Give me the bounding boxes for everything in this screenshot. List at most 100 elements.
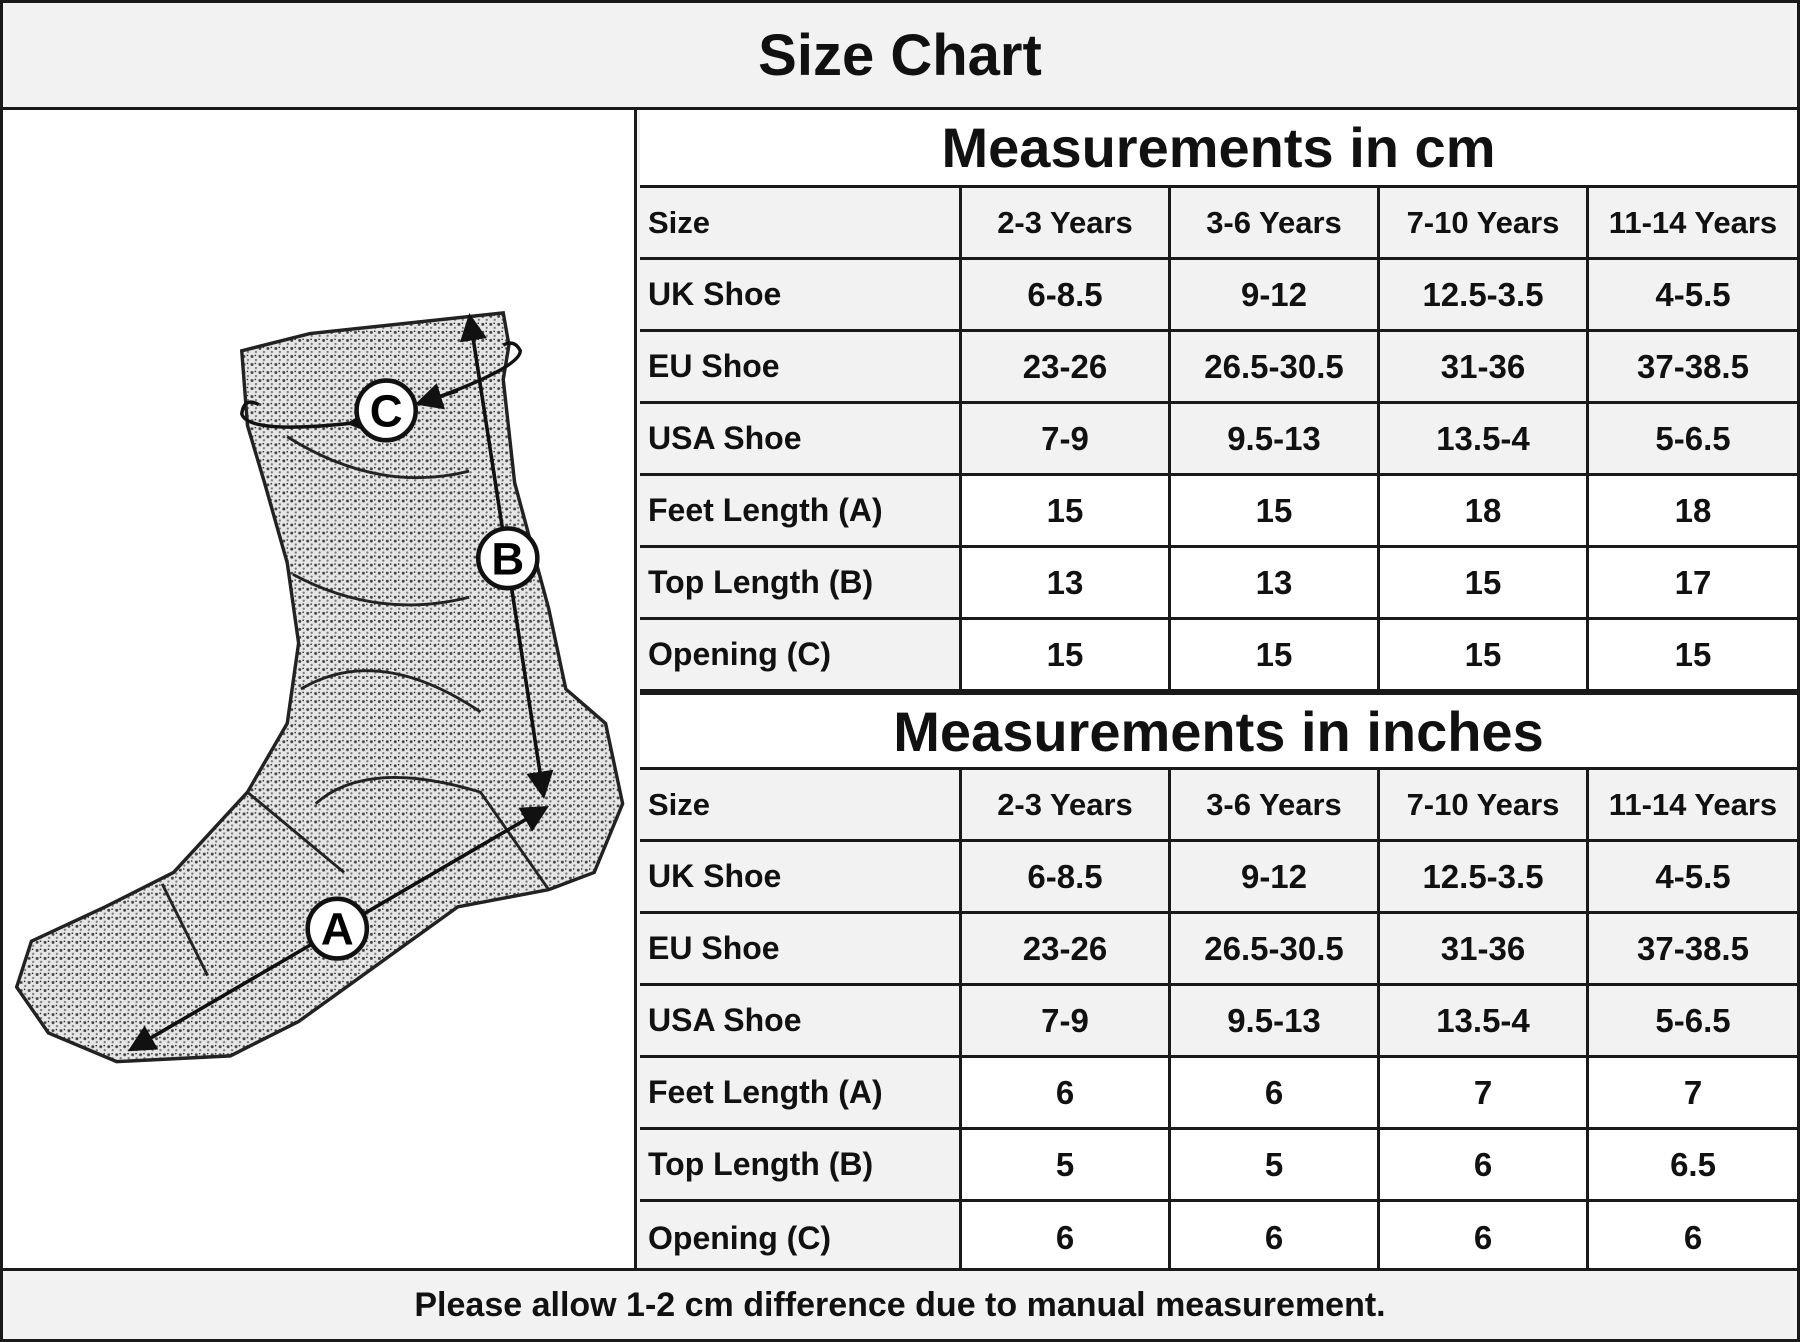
table-cell: 7 — [1380, 1058, 1589, 1127]
row-label: UK Shoe — [640, 260, 962, 329]
table-cell: 7-9 — [962, 404, 1171, 473]
table-row: Opening (C) 15 15 15 15 — [640, 620, 1797, 692]
table-cell: 26.5-30.5 — [1171, 332, 1380, 401]
table-cell: 13 — [962, 548, 1171, 617]
table-cell: 3-6 Years — [1171, 188, 1380, 257]
table-cell: 3-6 Years — [1171, 770, 1380, 839]
table-cell: 23-26 — [962, 914, 1171, 983]
table-cell: 5-6.5 — [1589, 986, 1797, 1055]
table-cell: 9-12 — [1171, 842, 1380, 911]
table-cell: 23-26 — [962, 332, 1171, 401]
table-row: EU Shoe 23-26 26.5-30.5 31-36 37-38.5 — [640, 914, 1797, 986]
sock-illustration: C B A — [3, 110, 637, 1268]
row-label: USA Shoe — [640, 986, 962, 1055]
table-row: Top Length (B) 5 5 6 6.5 — [640, 1130, 1797, 1202]
table-cell: 15 — [1380, 548, 1589, 617]
row-label: Opening (C) — [640, 1202, 962, 1274]
inches-table-heading: Measurements in inches — [640, 692, 1797, 770]
table-row: USA Shoe 7-9 9.5-13 13.5-4 5-6.5 — [640, 404, 1797, 476]
table-cell: 18 — [1380, 476, 1589, 545]
row-label: Feet Length (A) — [640, 476, 962, 545]
table-cell: 6 — [1380, 1202, 1589, 1274]
table-cell: 6-8.5 — [962, 842, 1171, 911]
table-cell: 31-36 — [1380, 914, 1589, 983]
table-cell: 6-8.5 — [962, 260, 1171, 329]
table-cell: 6 — [1380, 1130, 1589, 1199]
table-cell: 12.5-3.5 — [1380, 260, 1589, 329]
table-cell: 9.5-13 — [1171, 404, 1380, 473]
table-row: UK Shoe 6-8.5 9-12 12.5-3.5 4-5.5 — [640, 842, 1797, 914]
table-cell: 7-9 — [962, 986, 1171, 1055]
table-row: UK Shoe 6-8.5 9-12 12.5-3.5 4-5.5 — [640, 260, 1797, 332]
table-cell: 26.5-30.5 — [1171, 914, 1380, 983]
table-header-row: Size 2-3 Years 3-6 Years 7-10 Years 11-14 Ye… — [640, 770, 1797, 842]
table-cell: 7-10 Years — [1380, 188, 1589, 257]
table-cell: 15 — [962, 476, 1171, 545]
table-cell: 7-10 Years — [1380, 770, 1589, 839]
table-cell: 31-36 — [1380, 332, 1589, 401]
row-label: Top Length (B) — [640, 548, 962, 617]
table-cell: 5 — [962, 1130, 1171, 1199]
measurement-tables: Measurements in cm Size 2-3 Years 3-6 Years… — [640, 110, 1797, 1274]
row-label: Feet Length (A) — [640, 1058, 962, 1127]
table-cell: 6 — [1171, 1058, 1380, 1127]
table-cell: 18 — [1589, 476, 1797, 545]
table-cell: 6 — [1171, 1202, 1380, 1274]
table-cell: 4-5.5 — [1589, 842, 1797, 911]
table-cell: 15 — [1380, 620, 1589, 689]
table-cell: 6 — [962, 1058, 1171, 1127]
svg-text:C: C — [370, 385, 403, 436]
table-cell: 2-3 Years — [962, 188, 1171, 257]
table-row: Feet Length (A) 15 15 18 18 — [640, 476, 1797, 548]
sock-outline — [14, 311, 625, 1064]
table-cell: 37-38.5 — [1589, 914, 1797, 983]
label-c-badge: C — [354, 378, 418, 443]
table-cell: 11-14 Years — [1589, 188, 1797, 257]
sock-drawing: C B A — [14, 311, 625, 1064]
table-cell: 12.5-3.5 — [1380, 842, 1589, 911]
table-cell: 6 — [1589, 1202, 1797, 1274]
cm-table-heading: Measurements in cm — [640, 110, 1797, 188]
row-label: Size — [640, 188, 962, 257]
table-cell: 7 — [1589, 1058, 1797, 1127]
table-cell: 15 — [1171, 620, 1380, 689]
label-b-badge: B — [475, 526, 540, 591]
table-row: Opening (C) 6 6 6 6 — [640, 1202, 1797, 1274]
row-label: EU Shoe — [640, 332, 962, 401]
page-title: Size Chart — [3, 3, 1797, 110]
table-cell: 6 — [962, 1202, 1171, 1274]
table-header-row: Size 2-3 Years 3-6 Years 7-10 Years 11-14 Ye… — [640, 188, 1797, 260]
table-cell: 4-5.5 — [1589, 260, 1797, 329]
table-cell: 6.5 — [1589, 1130, 1797, 1199]
svg-text:A: A — [321, 904, 354, 955]
table-row: Top Length (B) 13 13 15 17 — [640, 548, 1797, 620]
table-cell: 13 — [1171, 548, 1380, 617]
table-cell: 13.5-4 — [1380, 404, 1589, 473]
table-cell: 5-6.5 — [1589, 404, 1797, 473]
table-row: USA Shoe 7-9 9.5-13 13.5-4 5-6.5 — [640, 986, 1797, 1058]
table-cell: 2-3 Years — [962, 770, 1171, 839]
table-cell: 17 — [1589, 548, 1797, 617]
table-cell: 37-38.5 — [1589, 332, 1797, 401]
label-a-badge: A — [305, 896, 370, 961]
row-label: EU Shoe — [640, 914, 962, 983]
footer-note: Please allow 1-2 cm difference due to ma… — [3, 1268, 1797, 1339]
arrow-c — [240, 400, 375, 435]
row-label: Top Length (B) — [640, 1130, 962, 1199]
row-label: Opening (C) — [640, 620, 962, 689]
table-cell: 9.5-13 — [1171, 986, 1380, 1055]
row-label: UK Shoe — [640, 842, 962, 911]
table-cell: 15 — [962, 620, 1171, 689]
row-label: USA Shoe — [640, 404, 962, 473]
table-cell: 15 — [1589, 620, 1797, 689]
row-label: Size — [640, 770, 962, 839]
table-row: EU Shoe 23-26 26.5-30.5 31-36 37-38.5 — [640, 332, 1797, 404]
table-cell: 11-14 Years — [1589, 770, 1797, 839]
table-row: Feet Length (A) 6 6 7 7 — [640, 1058, 1797, 1130]
svg-text:B: B — [491, 533, 524, 584]
table-cell: 9-12 — [1171, 260, 1380, 329]
table-cell: 15 — [1171, 476, 1380, 545]
table-cell: 5 — [1171, 1130, 1380, 1199]
table-cell: 13.5-4 — [1380, 986, 1589, 1055]
